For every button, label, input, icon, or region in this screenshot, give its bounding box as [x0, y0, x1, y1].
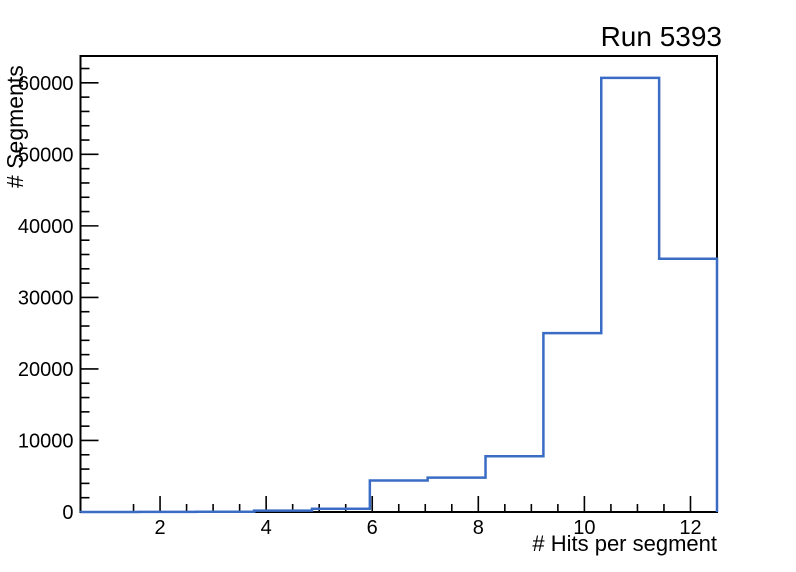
x-axis-title: # Hits per segment [532, 531, 717, 556]
y-tick-label: 0 [62, 502, 73, 524]
x-tick-label: 6 [367, 517, 378, 539]
x-tick-label: 12 [679, 517, 701, 539]
histogram-step-line [79, 76, 719, 514]
y-tick-label: 50000 [18, 144, 74, 166]
y-tick-label: 20000 [18, 359, 74, 381]
y-tick-label: 60000 [18, 73, 74, 95]
x-tick-label: 10 [573, 517, 595, 539]
plot-title: Run 5393 [600, 21, 722, 52]
plot-frame [79, 55, 718, 513]
y-tick-label: 10000 [18, 430, 74, 452]
x-tick-label: 4 [261, 517, 272, 539]
y-tick-label: 30000 [18, 287, 74, 309]
y-tick-label: 40000 [18, 216, 74, 238]
x-tick-label: 2 [155, 517, 166, 539]
y-axis-title: # Segments [2, 65, 28, 188]
x-tick-label: 8 [473, 517, 484, 539]
